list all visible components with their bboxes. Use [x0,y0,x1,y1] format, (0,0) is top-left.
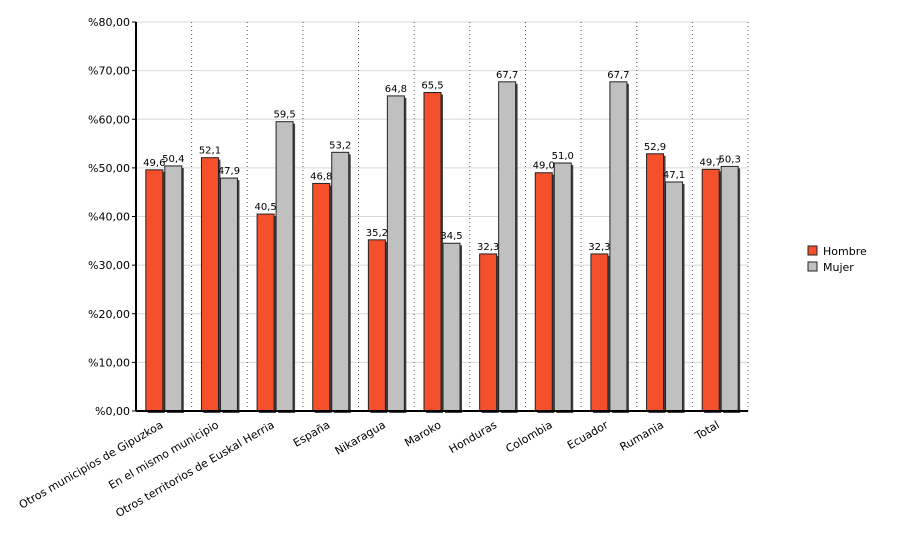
value-label: 67,7 [496,70,518,81]
x-tick-label: Maroko [402,418,443,449]
y-tick-label: %50,00 [88,162,130,175]
value-label: 32,3 [477,242,499,253]
value-label: 64,8 [385,84,407,95]
legend-label: Hombre [823,245,867,258]
bar [646,153,665,412]
y-tick-label: %0,00 [95,405,130,418]
bar [386,95,405,412]
value-label: 49,0 [533,161,555,172]
legend-swatch [807,245,818,256]
bar [534,172,553,412]
x-tick-label: Ecuador [565,418,611,452]
bar [720,165,739,412]
bar [423,92,442,412]
value-label: 51,0 [552,151,574,162]
value-label: 32,3 [588,242,610,253]
bar [312,182,331,412]
legend-label: Mujer [823,261,854,274]
bar [701,168,720,412]
x-tick-label: Rumania [618,418,666,453]
bar [331,151,350,412]
bar [256,213,275,412]
bar [367,239,386,412]
y-tick-label: %70,00 [88,65,130,78]
bar [553,162,572,412]
value-label: 65,5 [421,81,443,92]
value-label: 53,2 [329,140,351,151]
value-label: 49,7 [700,157,722,168]
bar [219,177,238,412]
x-tick-label: Colombia [503,418,554,455]
value-label: 47,1 [663,170,685,181]
value-label: 35,2 [366,228,388,239]
value-label: 50,4 [162,154,184,165]
y-tick-label: %40,00 [88,211,130,224]
legend-swatch [807,261,818,272]
value-label: 46,8 [310,171,332,182]
value-label: 34,5 [440,231,462,242]
bar [164,165,183,412]
x-tick-label: España [291,418,332,449]
x-tick-label: Total [692,418,722,443]
y-tick-label: %30,00 [88,259,130,272]
y-tick-label: %60,00 [88,113,130,126]
bar [665,181,684,412]
bar [479,253,498,412]
y-tick-label: %20,00 [88,308,130,321]
bar [442,242,461,412]
value-label: 67,7 [607,70,629,81]
y-tick-label: %80,00 [88,16,130,29]
value-label: 52,9 [644,142,666,153]
bar [590,253,609,412]
value-label: 40,5 [254,202,276,213]
value-label: 49,6 [143,158,165,169]
x-tick-label: Honduras [447,418,500,456]
bar [275,121,294,412]
value-label: 50,3 [719,154,741,165]
bar [145,169,164,412]
bar [609,81,628,412]
bar [200,157,219,412]
y-tick-label: %10,00 [88,356,130,369]
bar [498,81,517,412]
x-tick-label: Nikaragua [333,418,388,457]
value-label: 47,9 [218,166,240,177]
value-label: 52,1 [199,146,221,157]
value-label: 59,5 [273,110,295,121]
